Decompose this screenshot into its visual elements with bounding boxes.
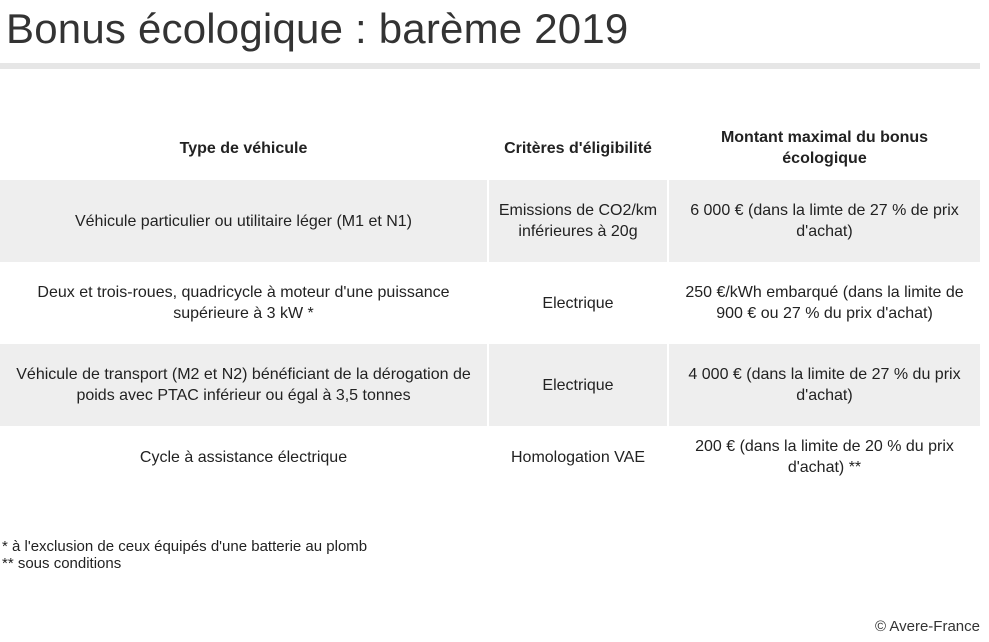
- header-max-amount: Montant maximal du bonus écologique: [667, 116, 980, 180]
- cell-amount: 4 000 € (dans la limite de 27 % du prix …: [667, 344, 980, 426]
- cell-vehicle-type: Cycle à assistance électrique: [139, 448, 348, 466]
- cell-amount: 6 000 € (dans la limte de 27 % de prix d…: [667, 180, 980, 262]
- table-row: Véhicule de transport (M2 et N2) bénéfic…: [0, 344, 980, 426]
- page-title: Bonus écologique : barème 2019: [6, 5, 629, 52]
- table-row: Véhicule particulier ou utilitaire léger…: [0, 180, 980, 262]
- cell-amount: 200 € (dans la limite de 20 % du prix d'…: [667, 426, 980, 488]
- table-row: Deux et trois-roues, quadricycle à moteu…: [0, 262, 980, 344]
- cell-criteria: Electrique: [487, 262, 668, 344]
- cell-vehicle-type: Deux et trois-roues, quadricycle à moteu…: [37, 284, 450, 322]
- cell-criteria: Electrique: [487, 344, 668, 426]
- cell-vehicle-type: Véhicule particulier ou utilitaire léger…: [0, 180, 488, 262]
- cell-criteria: Emissions de CO2/km inférieures à 20g: [487, 180, 668, 262]
- source-credit: © Avere-France: [875, 618, 980, 635]
- cell-amount: 250 €/kWh embarqué (dans la limite de 90…: [667, 262, 980, 344]
- footnotes: * à l'exclusion de ceux équipés d'une ba…: [2, 538, 367, 572]
- footnote-conditions: ** sous conditions: [2, 555, 122, 572]
- footnote-battery: * à l'exclusion de ceux équipés d'une ba…: [2, 538, 368, 555]
- header-eligibility-criteria: Critères d'éligibilité: [487, 116, 668, 180]
- header-vehicle-type: Type de véhicule: [0, 116, 488, 180]
- title-divider: [0, 63, 980, 69]
- table-row: Cycle à assistance électrique Homologati…: [0, 426, 980, 488]
- table-header-row: Type de véhicule Critères d'éligibilité …: [0, 116, 980, 180]
- cell-vehicle-type: Véhicule de transport (M2 et N2) bénéfic…: [0, 344, 488, 426]
- bonus-table: Type de véhicule Critères d'éligibilité …: [0, 116, 980, 488]
- cell-criteria: Homologation VAE: [487, 426, 668, 488]
